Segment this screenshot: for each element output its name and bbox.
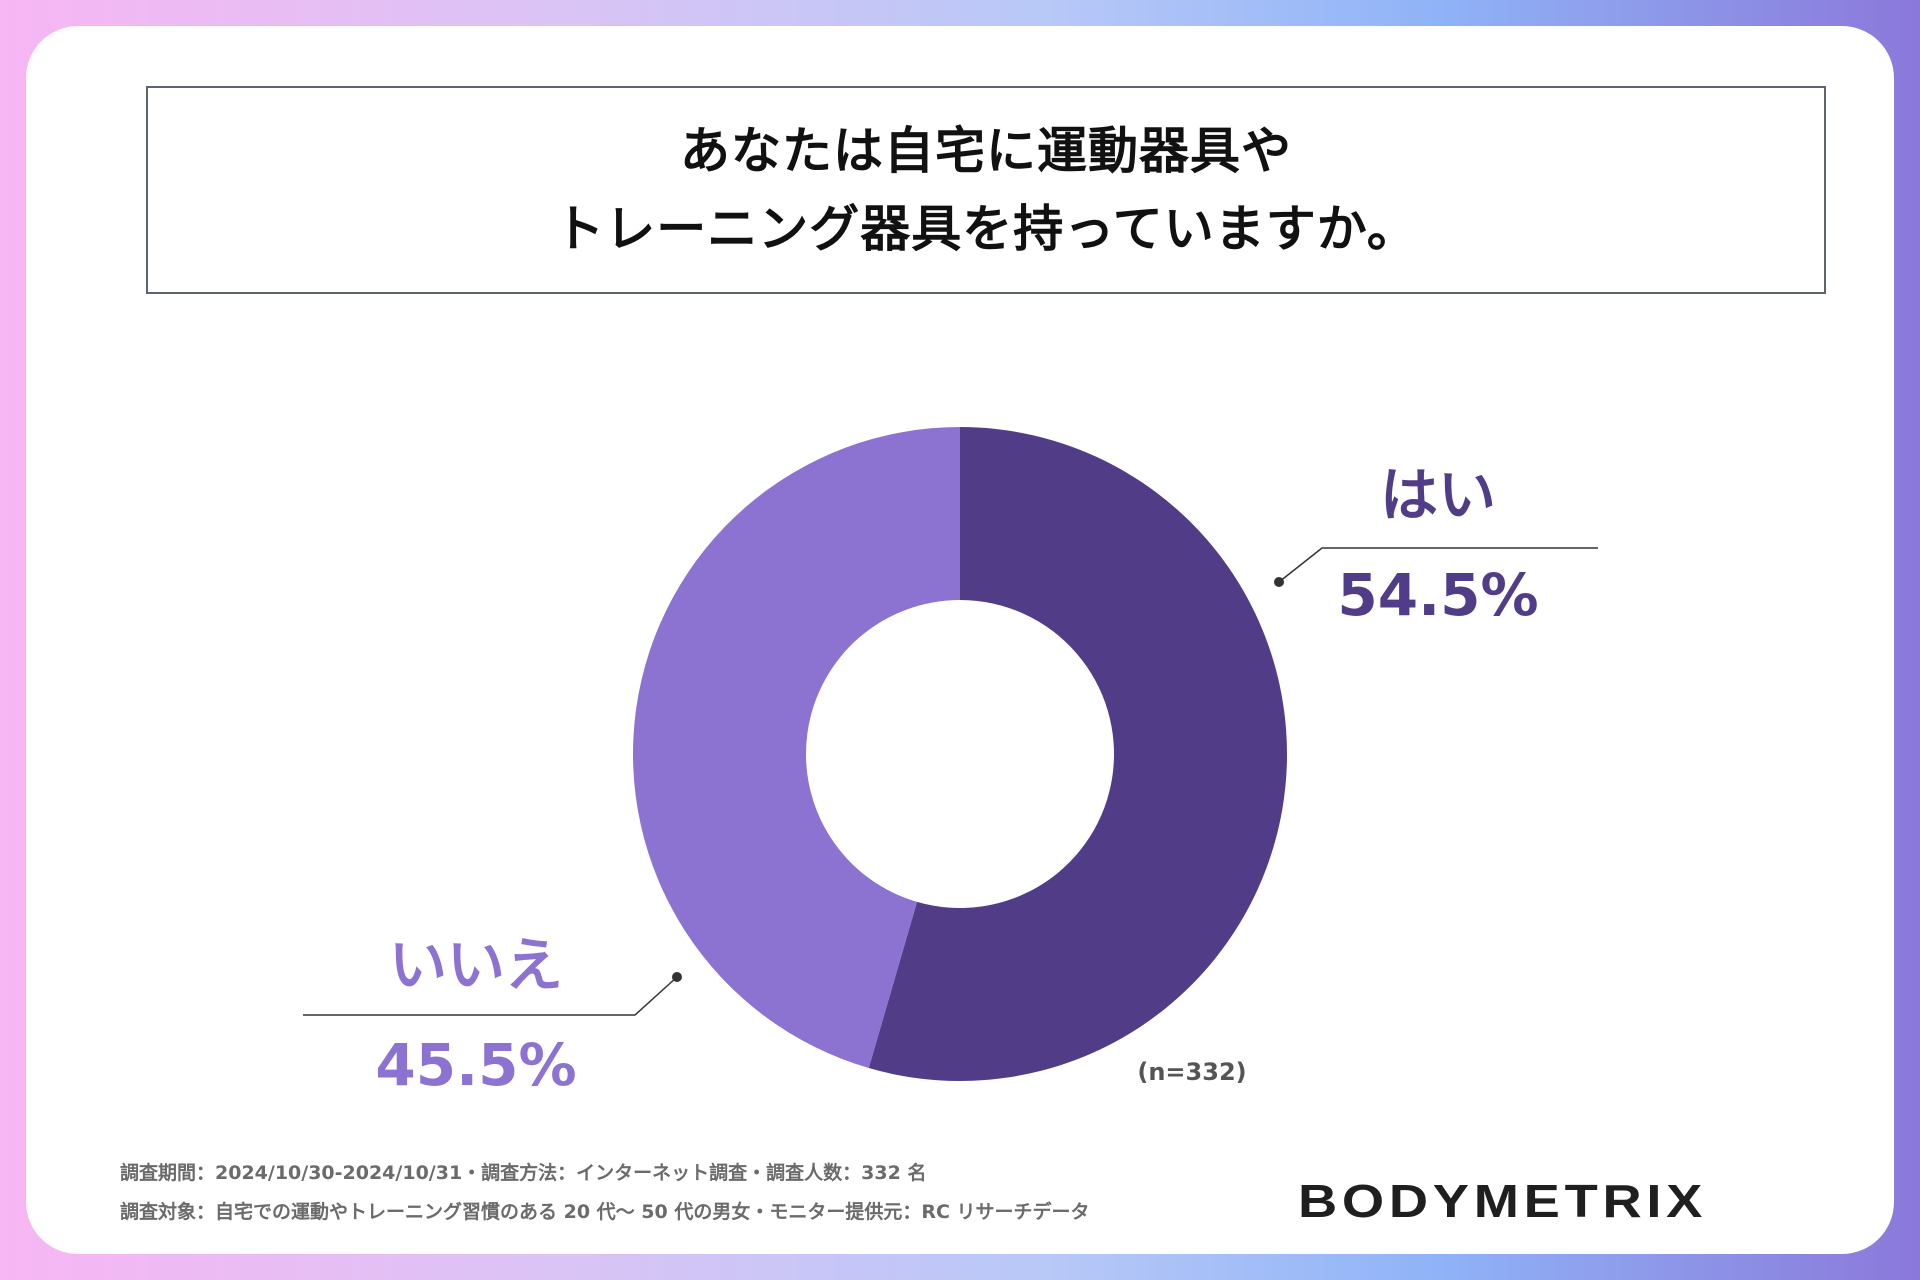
- leader-lines: [303, 547, 1598, 1016]
- label-yes-name: はい: [1380, 461, 1496, 529]
- donut-slice-1: [633, 427, 960, 1069]
- label-no-percent: 45.5%: [375, 1031, 576, 1099]
- title-line-1: あなたは自宅に運動器具や: [680, 122, 1292, 180]
- footer-survey-target: 調査対象：自宅での運動やトレーニング習慣のある 20 代〜 50 代の男女・モニ…: [120, 1201, 1090, 1223]
- donut-slice-0: [868, 427, 1288, 1081]
- footer-survey-period: 調査期間：2024/10/30-2024/10/31・調査方法：インターネット調…: [120, 1162, 927, 1184]
- sample-size: (n=332): [1137, 1058, 1246, 1086]
- title-line-2: トレーニング器具を持っていますか。: [554, 200, 1418, 258]
- donut-slices: [633, 427, 1288, 1081]
- leader-line-no: [303, 976, 678, 1016]
- bodymetrix-logo: BODYMETRIX: [1298, 1175, 1708, 1227]
- title-box: あなたは自宅に運動器具や トレーニング器具を持っていますか。: [146, 86, 1826, 294]
- leader-line-yes: [1278, 547, 1598, 583]
- label-yes-percent: 54.5%: [1337, 561, 1538, 629]
- label-no-name: いいえ: [389, 931, 563, 999]
